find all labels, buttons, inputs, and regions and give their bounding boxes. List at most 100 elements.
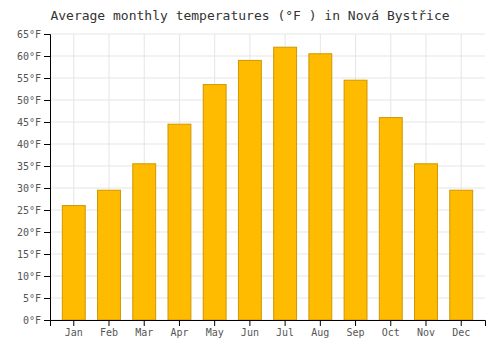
x-tick-mark <box>320 320 321 326</box>
y-tick: 65°F <box>17 29 50 40</box>
x-tick: Nov <box>417 320 435 338</box>
plot: 0°F 5°F 10°F 15°F 20°F 25°F 30°F 35°F 40°F 45°F 50… <box>17 29 486 338</box>
x-tick-mark <box>249 320 250 326</box>
y-tick-label: 25°F <box>17 205 41 216</box>
x-tick: Dec <box>452 320 470 338</box>
x-tick: Jul <box>276 320 294 338</box>
x-tick-label: Feb <box>100 327 118 338</box>
grid-line-y <box>50 100 485 101</box>
x-tick: Aug <box>311 320 329 338</box>
x-tick-mark <box>179 320 180 326</box>
x-tick-label: Aug <box>311 327 329 338</box>
grid <box>50 34 485 320</box>
x-tick-label: Oct <box>382 327 400 338</box>
bar <box>168 124 191 320</box>
y-tick-mark <box>44 56 50 57</box>
bar <box>238 60 261 320</box>
y-tick-mark <box>44 188 50 189</box>
x-tick-label: Jul <box>276 327 294 338</box>
x-tick: Oct <box>382 320 400 338</box>
x-tick-label: Mar <box>135 327 153 338</box>
x-tick-label: Sep <box>347 327 365 338</box>
bar <box>98 190 121 320</box>
grid-line-y <box>50 56 485 57</box>
y-tick-mark <box>44 78 50 79</box>
bar <box>274 47 297 320</box>
y-axis: 0°F 5°F 10°F 15°F 20°F 25°F 30°F 35°F 40°F 45°F 50… <box>17 29 51 326</box>
x-tick-mark <box>355 320 356 326</box>
grid-line-y <box>50 78 485 79</box>
y-tick-label: 10°F <box>17 271 41 282</box>
y-tick-mark <box>44 210 50 211</box>
y-tick: 55°F <box>17 73 50 84</box>
y-tick-mark <box>44 166 50 167</box>
y-tick: 60°F <box>17 51 50 62</box>
grid-line-y <box>50 122 485 123</box>
x-tick-mark <box>426 320 427 326</box>
grid-line-y <box>50 34 485 35</box>
x-tick-label: Nov <box>417 327 435 338</box>
bar <box>415 164 438 320</box>
y-tick-label: 60°F <box>17 51 41 62</box>
x-axis-line <box>51 321 486 327</box>
y-tick-label: 30°F <box>17 183 41 194</box>
y-tick-mark <box>44 232 50 233</box>
y-tick-label: 0°F <box>23 315 41 326</box>
y-tick-label: 40°F <box>17 139 41 150</box>
x-tick-mark <box>108 320 109 326</box>
y-tick-label: 20°F <box>17 227 41 238</box>
x-tick-mark <box>144 320 145 326</box>
y-tick-mark <box>44 34 50 35</box>
x-tick-mark <box>461 320 462 326</box>
y-tick: 25°F <box>17 205 50 216</box>
y-tick: 45°F <box>17 117 50 128</box>
x-tick-label: Dec <box>452 327 470 338</box>
y-tick-mark <box>44 122 50 123</box>
x-tick-mark <box>214 320 215 326</box>
bars <box>62 47 472 320</box>
y-tick-label: 35°F <box>17 161 41 172</box>
y-tick-label: 45°F <box>17 117 41 128</box>
y-tick-label: 55°F <box>17 73 41 84</box>
y-tick: 5°F <box>23 293 50 304</box>
y-tick: 35°F <box>17 161 50 172</box>
y-tick-mark <box>44 254 50 255</box>
x-tick: Jan <box>65 320 83 338</box>
bar <box>379 118 402 320</box>
grid-line-y <box>50 144 485 145</box>
y-tick-mark <box>44 298 50 299</box>
bar <box>133 164 156 320</box>
x-tick: Feb <box>100 320 118 338</box>
y-tick-mark <box>44 144 50 145</box>
y-tick-label: 15°F <box>17 249 41 260</box>
x-tick: Jun <box>241 320 259 338</box>
y-tick-label: 50°F <box>17 95 41 106</box>
y-tick: 30°F <box>17 183 50 194</box>
x-tick-label: Jan <box>65 327 83 338</box>
y-tick: 10°F <box>17 271 50 282</box>
bar <box>309 54 332 320</box>
x-tick-label: Apr <box>170 327 188 338</box>
bar <box>450 190 473 320</box>
x-tick: Mar <box>135 320 153 338</box>
y-tick-label: 65°F <box>17 29 41 40</box>
x-tick: Sep <box>347 320 365 338</box>
y-tick: 20°F <box>17 227 50 238</box>
y-tick: 0°F <box>23 315 50 326</box>
bar <box>203 85 226 320</box>
y-tick: 15°F <box>17 249 50 260</box>
x-tick-mark <box>73 320 74 326</box>
x-axis: Jan Feb Mar Apr May Jun Jul Aug Sep Oct Nov Dec <box>51 320 486 338</box>
x-tick-label: Jun <box>241 327 259 338</box>
bar <box>344 80 367 320</box>
x-tick: May <box>206 320 224 338</box>
y-tick-mark <box>44 100 50 101</box>
x-tick-mark <box>285 320 286 326</box>
y-tick-mark <box>44 276 50 277</box>
y-tick-label: 5°F <box>23 293 41 304</box>
x-tick: Apr <box>170 320 188 338</box>
y-tick: 50°F <box>17 95 50 106</box>
x-tick-mark <box>390 320 391 326</box>
y-tick-mark <box>44 320 50 321</box>
chart: Average monthly temperatures (°F ) in No… <box>0 0 500 350</box>
